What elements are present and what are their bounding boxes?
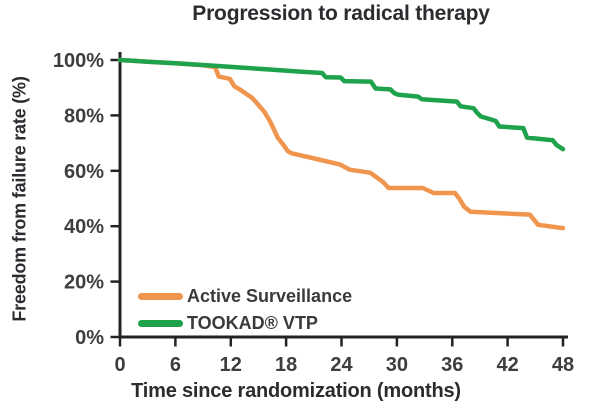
legend-item-tookad-vtp: TOOKAD® VTP xyxy=(138,312,352,334)
series-tookad-vtp xyxy=(117,57,566,152)
x-tick-label: 36 xyxy=(441,354,463,376)
x-tick-label: 18 xyxy=(275,354,297,376)
x-tick-label: 24 xyxy=(330,354,353,376)
x-tick-label: 42 xyxy=(496,354,518,376)
x-tick-label: 0 xyxy=(114,354,125,376)
x-axis-title: Time since randomization (months) xyxy=(131,380,461,402)
y-tick-label: 100% xyxy=(53,50,104,72)
chart-title: Progression to radical therapy xyxy=(192,2,490,25)
y-tick-label: 60% xyxy=(64,161,104,183)
x-tick-label: 6 xyxy=(170,354,181,376)
y-tick-label: 40% xyxy=(64,216,104,238)
y-tick-label: 80% xyxy=(64,105,104,127)
y-tick-label: 0% xyxy=(75,327,104,349)
x-tick-label: 30 xyxy=(386,354,408,376)
series-active-surveillance xyxy=(117,57,566,231)
x-tick-label: 12 xyxy=(220,354,242,376)
y-tick-label: 20% xyxy=(64,272,104,294)
x-tick-label: 48 xyxy=(552,354,574,376)
legend-item-active-surveillance: Active Surveillance xyxy=(138,285,352,307)
legend-label-tookad-vtp: TOOKAD® VTP xyxy=(187,313,318,333)
legend-label-active-surveillance: Active Surveillance xyxy=(187,286,353,306)
legend-swatch-tookad-vtp xyxy=(138,319,183,327)
legend: Active Surveillance TOOKAD® VTP xyxy=(138,285,352,334)
legend-swatch-active-surveillance xyxy=(138,292,183,300)
